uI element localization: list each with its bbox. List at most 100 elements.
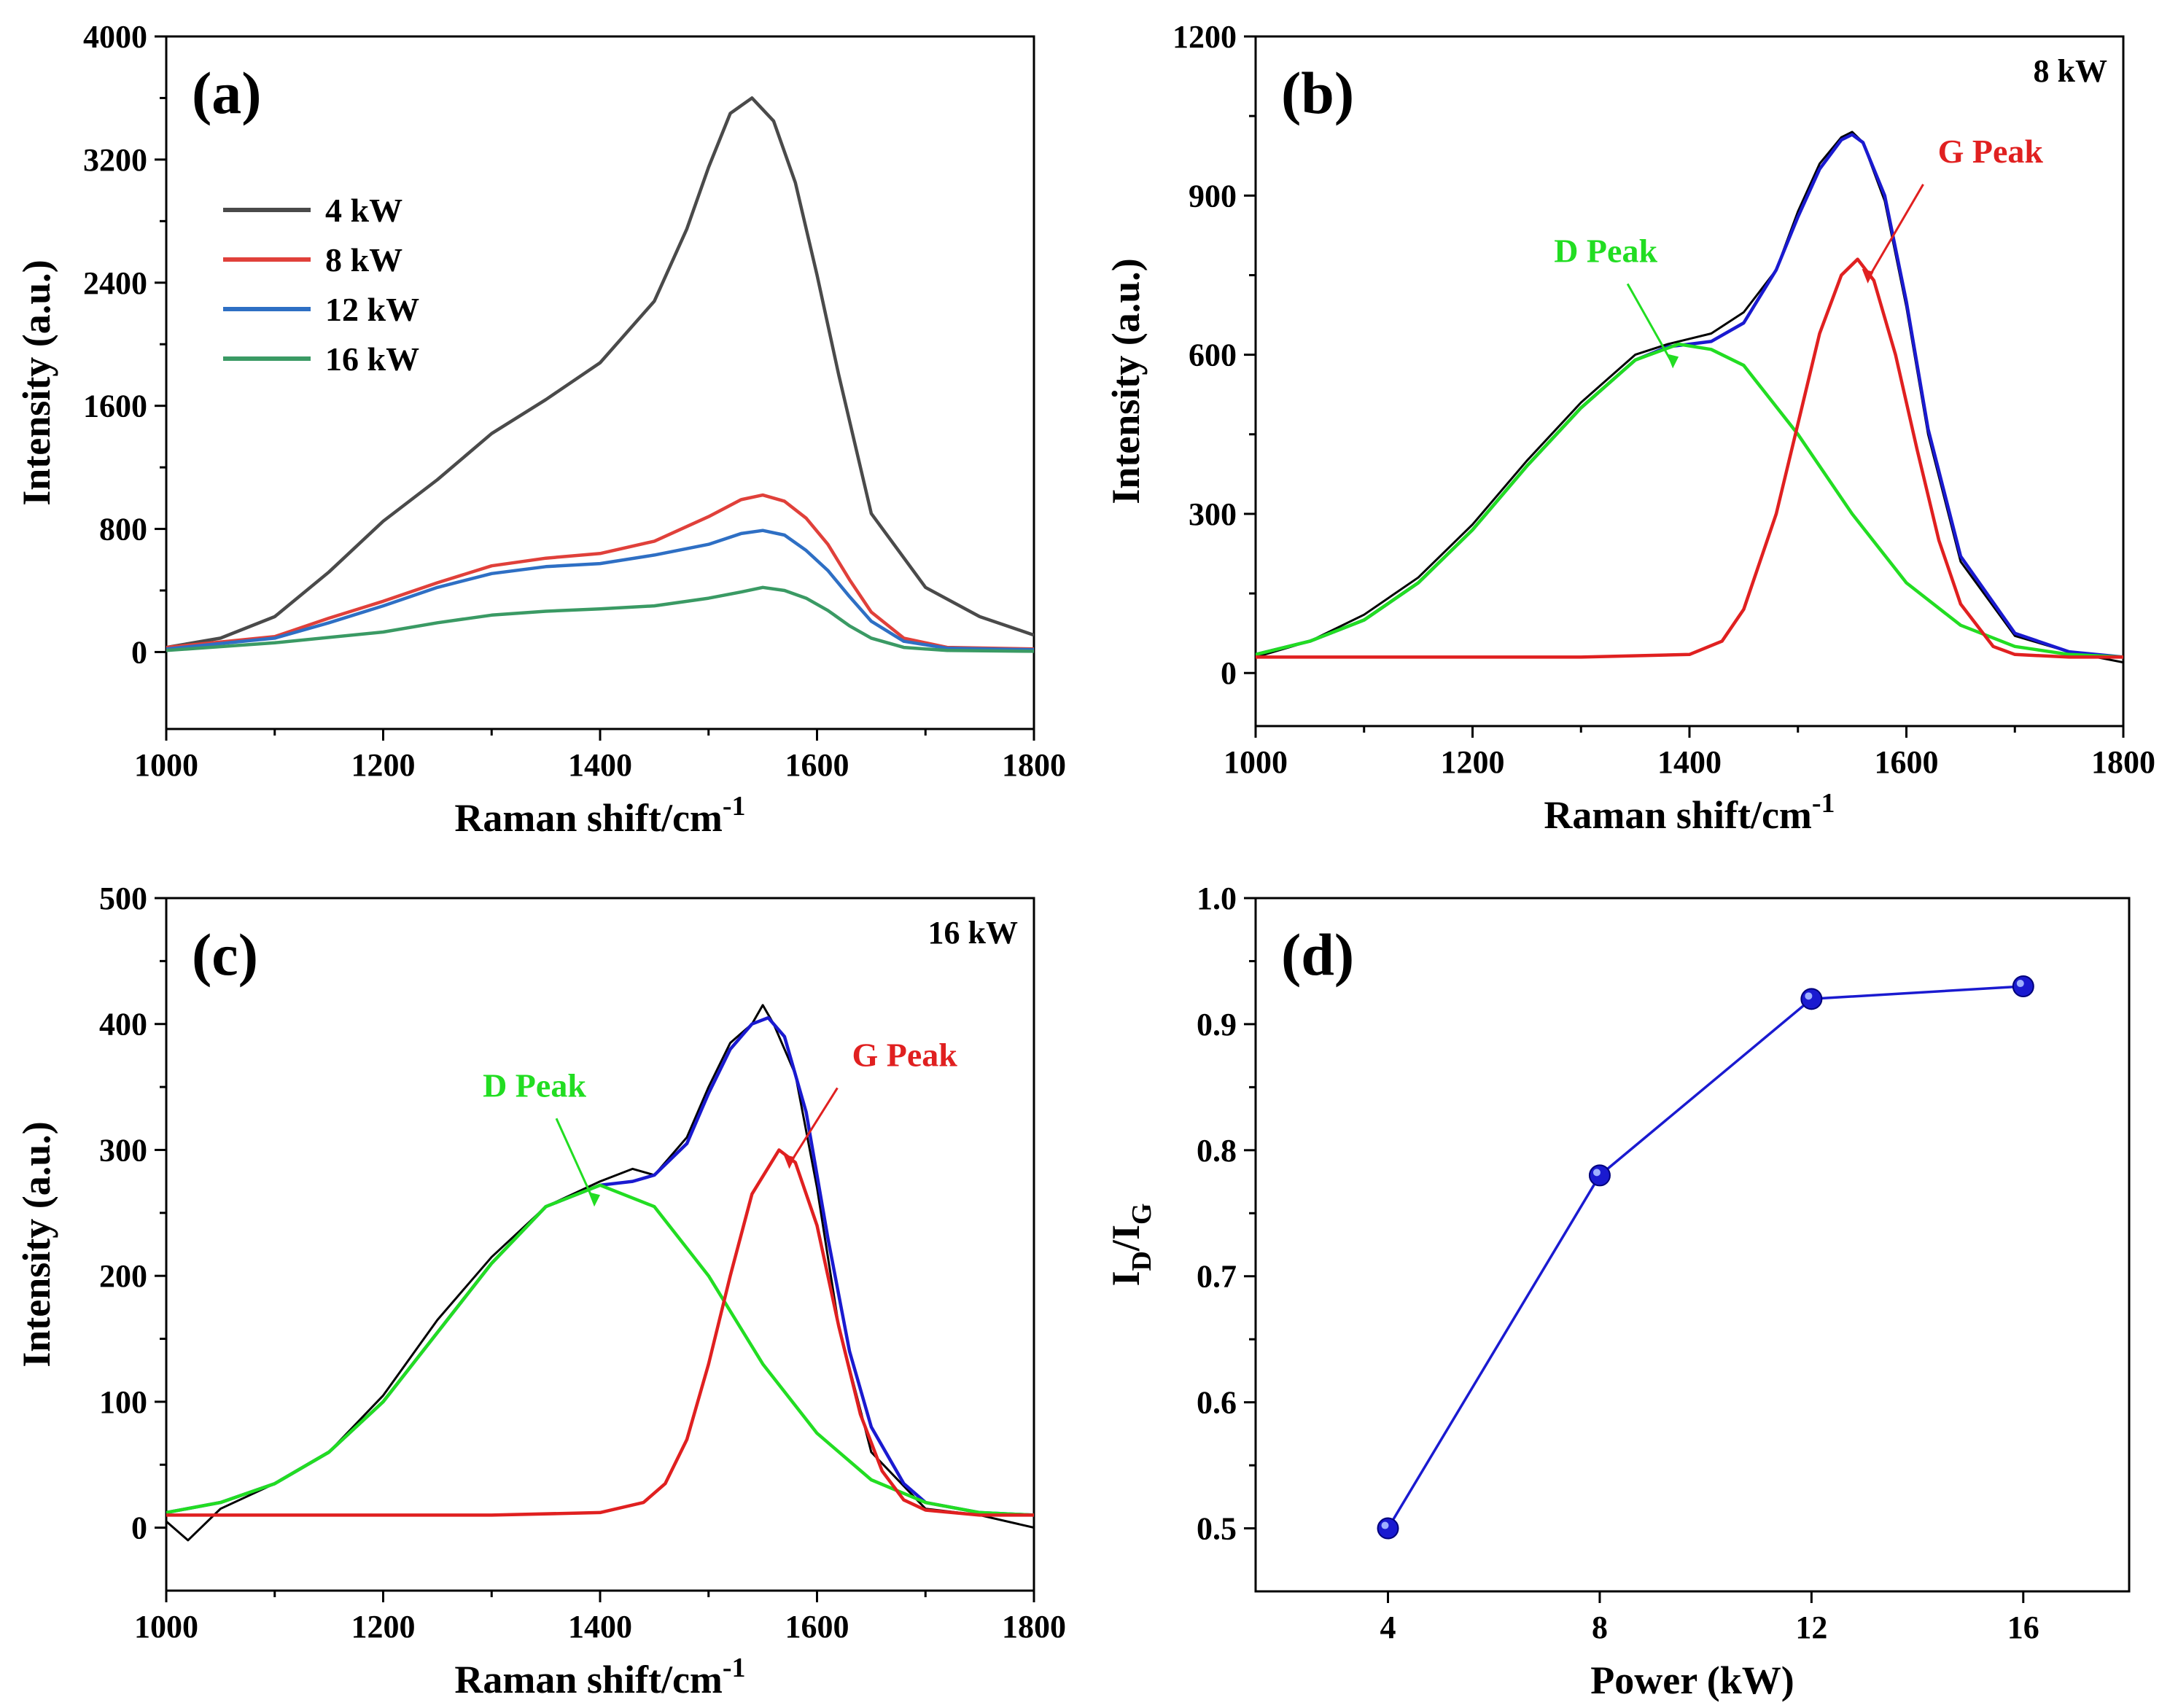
series-line-d-peak	[1256, 342, 2123, 659]
annotation-arrowhead	[588, 1192, 600, 1207]
legend-label: 16 kW	[325, 340, 419, 378]
x-axis-title-sup: -1	[723, 791, 746, 822]
series-line-fit	[166, 1015, 1034, 1517]
x-tick-label: 1200	[351, 1609, 416, 1645]
panel-label: (b)	[1281, 60, 1354, 126]
series-line-fit	[1256, 133, 2123, 659]
x-tick-label: 1600	[785, 747, 849, 783]
series-line-g-peak	[1256, 257, 2123, 659]
series-line-4-kw	[166, 96, 1034, 650]
plot-area	[1256, 130, 2123, 664]
x-tick-label: 1600	[1875, 744, 1939, 780]
panel-d: 4 8 12 16 0.5 0.6 0.7 0.8 0.9 1.0 Power (kW) ID/IG (…	[1104, 881, 2131, 1702]
y-tick-label: 600	[1189, 338, 1237, 373]
y-tick-label: 900	[1189, 178, 1237, 214]
y-tick-label: 200	[99, 1258, 147, 1294]
power-note: 16 kW	[928, 915, 1018, 951]
x-tick-label: 16	[2007, 1610, 2039, 1645]
annotation-arrowhead	[783, 1154, 796, 1169]
x-tick-label: 8	[1592, 1610, 1608, 1645]
x-tick-label: 1000	[1224, 744, 1288, 780]
y-axis-title: Intensity (a.u.)	[15, 260, 58, 506]
series-line-g-peak	[166, 1148, 1034, 1517]
x-axis-title-main: Raman shift/cm	[454, 1658, 722, 1701]
y-tick-label: 100	[99, 1384, 147, 1420]
plot-area	[1386, 985, 2023, 1529]
annotation-arrow	[1626, 283, 1674, 365]
annotation-arrow	[1867, 184, 1924, 280]
data-point	[1800, 988, 1823, 1010]
x-tick-label: 1400	[568, 747, 632, 783]
legend-label: 12 kW	[325, 291, 419, 328]
plot-frame	[1254, 897, 2131, 1593]
y-axis-title-mid: /I	[1104, 1225, 1148, 1252]
peak-annotation: D Peak	[483, 1066, 586, 1104]
y-tick-label: 1.0	[1197, 881, 1237, 916]
x-tick-label: 1200	[1441, 744, 1505, 780]
panel-a: 1000 1200 1400 1600 1800 0 800 1600 2400 3200 4000…	[15, 19, 1066, 840]
x-tick-label: 1400	[1657, 744, 1722, 780]
panel-c: 1000 1200 1400 1600 1800 0 100 200 300 400 500 Rama…	[15, 881, 1066, 1701]
data-point	[1377, 1517, 1399, 1540]
y-tick-label: 0.7	[1197, 1259, 1237, 1295]
data-point	[1588, 1164, 1611, 1187]
y-tick-label: 0.9	[1197, 1007, 1237, 1042]
x-tick-label: 12	[1795, 1610, 1827, 1645]
y-tick-label: 0.8	[1197, 1133, 1237, 1169]
annotation-arrow	[555, 1118, 596, 1203]
legend-label: 8 kW	[325, 241, 402, 278]
x-tick-label: 1800	[2091, 744, 2155, 780]
series-line-d-peak	[166, 1183, 1034, 1517]
y-tick-label: 800	[99, 512, 147, 547]
annotation-arrowhead	[1862, 268, 1874, 284]
panel-b: 1000 1200 1400 1600 1800 0 300 600 900 1200 Raman …	[1104, 19, 2155, 837]
y-axis-title-sub: D	[1127, 1251, 1157, 1271]
series-line-8-kw	[166, 493, 1034, 651]
series-line-12-kw	[166, 529, 1034, 652]
x-axis-title-main: Raman shift/cm	[1544, 793, 1811, 837]
x-tick-label: 1800	[1002, 1609, 1066, 1645]
x-axis-title-sup: -1	[1812, 788, 1835, 819]
data-point-highlight	[1381, 1521, 1389, 1529]
peak-annotation: D Peak	[1554, 232, 1657, 269]
x-axis-title: Raman shift/cm-1	[1544, 788, 1835, 837]
y-tick-label: 300	[99, 1132, 147, 1168]
x-axis-title-sup: -1	[723, 1653, 746, 1683]
y-tick-label: 400	[99, 1007, 147, 1042]
y-tick-label: 1200	[1172, 19, 1237, 55]
y-tick-label: 2400	[83, 265, 147, 301]
y-tick-label: 0.5	[1197, 1511, 1237, 1547]
y-tick-label: 1600	[83, 389, 147, 424]
x-tick-label: 1600	[785, 1609, 849, 1645]
x-axis-title: Raman shift/cm-1	[454, 1653, 745, 1701]
y-axis-title: Intensity (a.u.)	[1104, 258, 1148, 504]
series-line-measured	[166, 1004, 1034, 1542]
plot-area	[166, 1004, 1034, 1542]
y-axis-title: Intensity (a.u.)	[15, 1121, 58, 1368]
plot-area	[166, 96, 1034, 653]
annotation-arrowhead	[1667, 354, 1679, 369]
legend-label: 4 kW	[325, 192, 402, 229]
x-axis-title-main: Power (kW)	[1590, 1658, 1794, 1702]
y-tick-label: 0	[1221, 655, 1237, 691]
panel-label: (a)	[192, 60, 262, 126]
data-point-highlight	[1805, 992, 1813, 1000]
power-note: 8 kW	[2034, 53, 2107, 89]
annotation-arrow	[788, 1087, 839, 1166]
x-tick-label: 1000	[134, 747, 198, 783]
x-tick-label: 1400	[568, 1609, 632, 1645]
panel-label: (c)	[192, 921, 258, 988]
y-tick-label: 0.6	[1197, 1385, 1237, 1421]
y-axis-title-main: I	[1104, 1271, 1148, 1287]
series-line-id-ig	[1386, 985, 2023, 1529]
x-tick-label: 1000	[134, 1609, 198, 1645]
y-axis-title: ID/IG	[1104, 1203, 1157, 1286]
x-tick-label: 1200	[351, 747, 416, 783]
peak-annotation: G Peak	[852, 1036, 957, 1073]
x-tick-label: 4	[1380, 1610, 1396, 1645]
y-tick-label: 500	[99, 881, 147, 916]
y-tick-label: 4000	[83, 19, 147, 55]
x-axis-title: Raman shift/cm-1	[454, 791, 745, 840]
x-axis-title: Power (kW)	[1590, 1658, 1794, 1702]
